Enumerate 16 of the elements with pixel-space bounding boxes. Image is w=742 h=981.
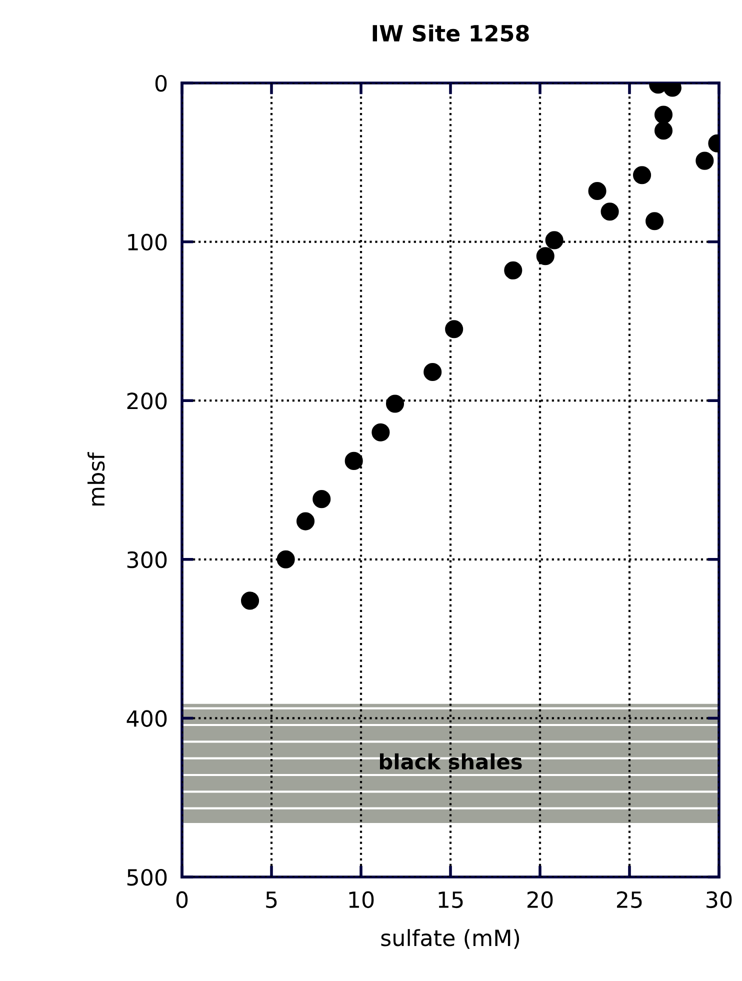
y-tick-label: 100 xyxy=(128,234,167,251)
x-tick-label: 30 xyxy=(706,891,732,908)
x-tick-label: 15 xyxy=(438,892,463,908)
y-tick-label: 300 xyxy=(127,551,167,568)
x-tick-label: 10 xyxy=(349,891,374,908)
chart-title: IW Site 1258 xyxy=(372,24,529,42)
y-tick-label: 200 xyxy=(127,392,167,410)
y-tick-label: 500 xyxy=(127,868,167,886)
x-axis-title: sulfate (mM) xyxy=(381,929,520,949)
y-axis-title: mbsf xyxy=(88,452,105,506)
x-tick-label: 5 xyxy=(266,892,277,908)
y-tick-label: 0 xyxy=(155,74,167,92)
x-tick-label: 20 xyxy=(527,891,553,908)
x-tick-label: 25 xyxy=(616,891,642,908)
y-tick-label: 400 xyxy=(126,710,167,727)
x-tick-label: 0 xyxy=(176,891,188,908)
